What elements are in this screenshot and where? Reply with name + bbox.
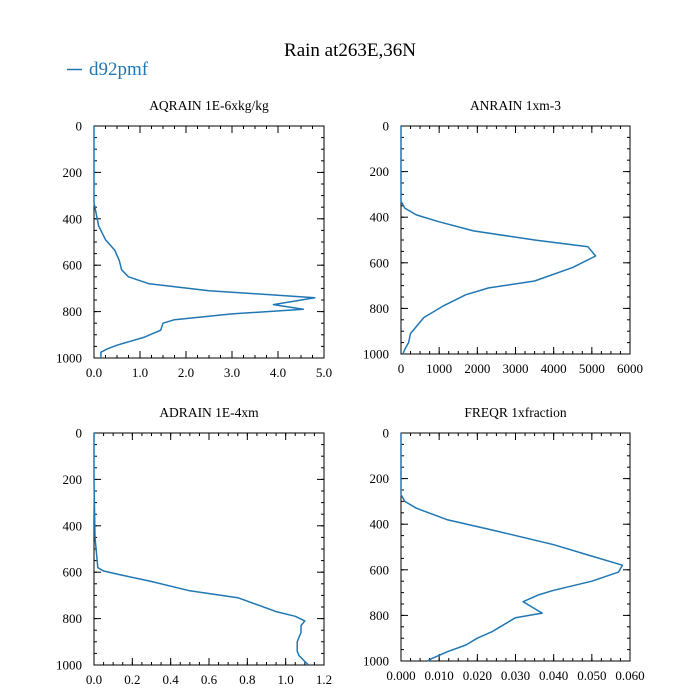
x-tick-label: 1000 xyxy=(426,361,452,376)
y-tick-label: 400 xyxy=(63,211,83,226)
x-tick-label: 4000 xyxy=(541,361,567,376)
chart-panel-4: FREQR 1xfraction 0.000 0.010 0.020 0.030 0.04… xyxy=(363,405,645,683)
panel-title: ADRAIN 1E-4xm xyxy=(159,405,259,420)
x-tick-label: 3000 xyxy=(503,361,529,376)
y-tick-label: 0 xyxy=(383,426,390,441)
plot-frame xyxy=(400,432,631,662)
y-tick-label: 0 xyxy=(76,426,83,441)
plot-frame xyxy=(93,125,325,359)
y-tick-label: 800 xyxy=(370,301,390,316)
x-tick-label: 0.000 xyxy=(386,668,415,683)
chart-panel-2: ANRAIN 1xm-3 0 1000 2000 3000 4000 5000 6000 0 20… xyxy=(363,98,643,376)
x-tick-label: 4.0 xyxy=(270,365,286,380)
y-tick-label: 600 xyxy=(63,258,83,273)
panel-title: FREQR 1xfraction xyxy=(464,405,567,420)
x-tick-label: 0.040 xyxy=(539,668,568,683)
y-tick-label: 800 xyxy=(63,304,83,319)
y-tick-label: 800 xyxy=(63,611,83,626)
chart-panel-3: ADRAIN 1E-4xm 0.0 0.2 0.4 0.6 0.8 1.0 1.2 0 200 40… xyxy=(56,405,332,687)
x-tick-label: 0.030 xyxy=(501,668,530,683)
y-tick-label: 1000 xyxy=(56,658,82,673)
x-tick-label: 0.020 xyxy=(463,668,492,683)
x-tick-label: 0.050 xyxy=(577,668,606,683)
x-tick-label: 0.8 xyxy=(239,672,255,687)
chart-panel-1: AQRAIN 1E-6xkg/kg 0.0 1.0 2.0 3.0 4.0 5.0 0 200 4… xyxy=(56,98,332,380)
x-tick-label: 5.0 xyxy=(316,365,332,380)
series-line-d92pmf xyxy=(93,433,310,666)
y-tick-label: 0 xyxy=(383,119,390,134)
chart-panels: AQRAIN 1E-6xkg/kg 0.0 1.0 2.0 3.0 4.0 5.0 0 200 4… xyxy=(56,98,645,687)
panel-title: AQRAIN 1E-6xkg/kg xyxy=(149,98,269,113)
series-line-d92pmf xyxy=(400,433,624,662)
x-tick-label: 0 xyxy=(398,361,405,376)
y-tick-label: 1000 xyxy=(363,347,389,362)
x-tick-label: 3.0 xyxy=(224,365,240,380)
y-tick-label: 600 xyxy=(63,565,83,580)
x-tick-label: 0.010 xyxy=(425,668,454,683)
y-tick-label: 800 xyxy=(370,608,390,623)
y-tick-label: 1000 xyxy=(363,654,389,669)
y-tick-label: 0 xyxy=(76,119,83,134)
series-line-d92pmf xyxy=(400,126,597,355)
y-tick-label: 400 xyxy=(63,518,83,533)
x-tick-label: 2.0 xyxy=(178,365,194,380)
series-line-d92pmf xyxy=(93,126,316,358)
x-tick-label: 2000 xyxy=(464,361,490,376)
x-tick-label: 1.0 xyxy=(278,672,294,687)
x-tick-label: 0.0 xyxy=(86,672,102,687)
x-tick-label: 6000 xyxy=(617,361,643,376)
y-tick-label: 400 xyxy=(370,517,390,532)
plot-frame xyxy=(400,125,631,355)
panel-title: ANRAIN 1xm-3 xyxy=(470,98,561,113)
x-tick-label: 1.0 xyxy=(132,365,148,380)
x-tick-label: 5000 xyxy=(579,361,605,376)
y-tick-label: 600 xyxy=(370,255,390,270)
legend-label: d92pmf xyxy=(89,59,149,80)
figure-title: Rain at263E,36N xyxy=(284,40,416,61)
y-tick-label: 1000 xyxy=(56,351,82,366)
y-tick-label: 200 xyxy=(63,165,83,180)
y-tick-label: 600 xyxy=(370,562,390,577)
x-tick-label: 0.6 xyxy=(201,672,218,687)
x-tick-label: 0.4 xyxy=(163,672,180,687)
x-tick-label: 0.2 xyxy=(124,672,140,687)
x-tick-label: 0.060 xyxy=(615,668,644,683)
y-tick-label: 200 xyxy=(370,471,390,486)
x-tick-label: 0.0 xyxy=(86,365,102,380)
x-tick-label: 1.2 xyxy=(316,672,332,687)
y-tick-label: 200 xyxy=(370,164,390,179)
y-tick-label: 400 xyxy=(370,210,390,225)
y-tick-label: 200 xyxy=(63,472,83,487)
plot-frame xyxy=(93,432,325,666)
